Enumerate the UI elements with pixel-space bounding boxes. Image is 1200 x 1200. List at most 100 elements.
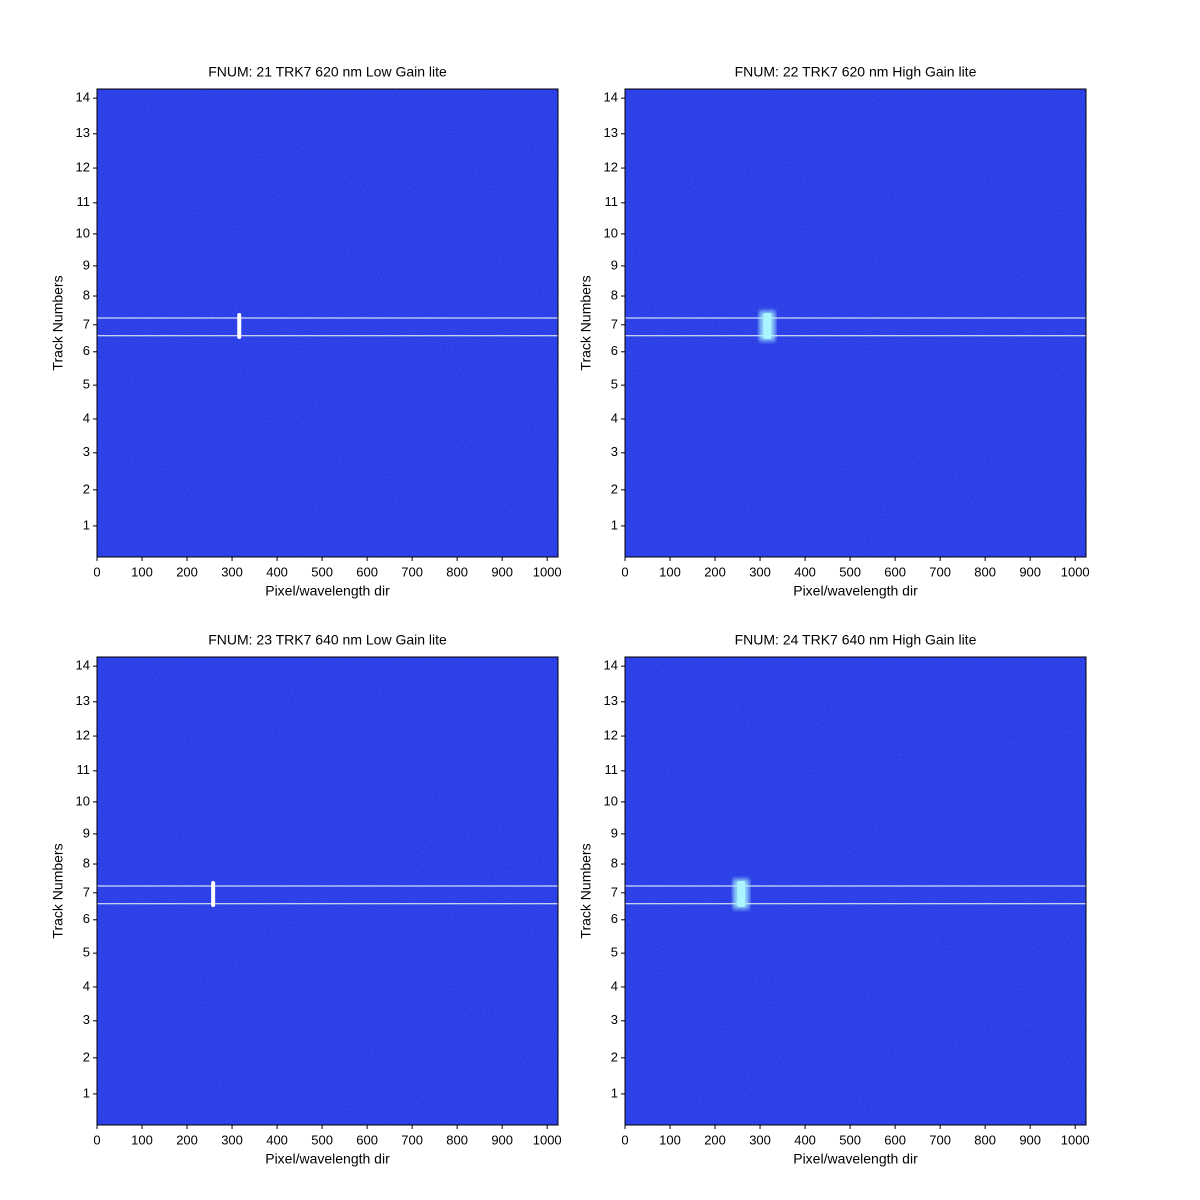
y-tick-label: 11 — [77, 762, 91, 777]
y-tick-label: 13 — [604, 125, 618, 140]
x-tick-label: 800 — [446, 564, 468, 579]
x-tick-label: 400 — [794, 564, 816, 579]
x-tick-label: 200 — [704, 564, 726, 579]
x-tick-label: 400 — [266, 1132, 288, 1147]
y-tick-label: 11 — [605, 762, 619, 777]
y-tick-label: 6 — [83, 911, 90, 926]
y-tick-label: 3 — [611, 444, 618, 459]
x-tick-label: 100 — [131, 564, 153, 579]
spot — [237, 312, 242, 339]
y-tick-label: 3 — [611, 1012, 618, 1027]
y-tick-label: 6 — [83, 343, 90, 358]
x-axis-label: Pixel/wavelength dir — [265, 583, 390, 599]
y-tick-label: 7 — [83, 316, 90, 331]
x-tick-label: 400 — [266, 564, 288, 579]
x-tick-label: 800 — [974, 1132, 996, 1147]
x-axis-label: Pixel/wavelength dir — [265, 1151, 390, 1167]
x-tick-label: 800 — [974, 564, 996, 579]
x-tick-label: 300 — [749, 1132, 771, 1147]
y-tick-label: 8 — [611, 287, 618, 302]
x-tick-label: 300 — [221, 564, 243, 579]
y-tick-label: 6 — [611, 343, 618, 358]
panel-title: FNUM: 23 TRK7 640 nm Low Gain lite — [208, 632, 447, 648]
y-axis-label: Track Numbers — [578, 843, 594, 938]
y-tick-label: 8 — [83, 287, 90, 302]
x-tick-label: 600 — [884, 564, 906, 579]
x-tick-label: 700 — [929, 1132, 951, 1147]
panel-title: FNUM: 22 TRK7 620 nm High Gain lite — [735, 64, 977, 80]
spot — [211, 880, 216, 907]
y-axis-label: Track Numbers — [50, 843, 66, 938]
y-tick-label: 12 — [604, 728, 618, 743]
y-tick-label: 5 — [611, 377, 618, 392]
x-tick-label: 1000 — [1061, 564, 1090, 579]
y-tick-label: 3 — [83, 1012, 90, 1027]
y-tick-label: 11 — [77, 194, 91, 209]
y-tick-label: 1 — [83, 1085, 90, 1100]
y-tick-label: 1 — [83, 517, 90, 532]
x-tick-label: 600 — [884, 1132, 906, 1147]
x-tick-label: 700 — [929, 564, 951, 579]
x-tick-label: 500 — [839, 1132, 861, 1147]
x-tick-label: 500 — [311, 1132, 333, 1147]
x-axis-label: Pixel/wavelength dir — [793, 583, 918, 599]
panel-title: FNUM: 24 TRK7 640 nm High Gain lite — [735, 632, 977, 648]
x-tick-label: 900 — [1019, 564, 1041, 579]
y-tick-label: 13 — [76, 125, 90, 140]
x-axis-label: Pixel/wavelength dir — [793, 1151, 918, 1167]
x-tick-label: 1000 — [1061, 1132, 1090, 1147]
y-tick-label: 13 — [76, 693, 90, 708]
panel-title: FNUM: 21 TRK7 620 nm Low Gain lite — [208, 64, 447, 80]
y-axis-label: Track Numbers — [578, 275, 594, 370]
x-tick-label: 100 — [131, 1132, 153, 1147]
image-noise — [625, 89, 1086, 557]
y-tick-label: 4 — [83, 978, 90, 993]
y-tick-label: 8 — [611, 855, 618, 870]
y-tick-label: 8 — [83, 855, 90, 870]
x-tick-label: 0 — [93, 564, 100, 579]
axes-frame — [624, 88, 1087, 558]
y-tick-label: 7 — [611, 316, 618, 331]
y-tick-label: 14 — [76, 90, 90, 105]
y-tick-label: 9 — [83, 257, 90, 272]
y-tick-label: 14 — [76, 658, 90, 673]
x-tick-label: 100 — [659, 1132, 681, 1147]
y-tick-label: 2 — [83, 1049, 90, 1064]
y-tick-label: 10 — [604, 793, 618, 808]
axes-frame — [624, 656, 1087, 1126]
y-tick-label: 9 — [611, 257, 618, 272]
y-tick-label: 6 — [611, 911, 618, 926]
y-tick-label: 9 — [611, 825, 618, 840]
x-tick-label: 700 — [401, 564, 423, 579]
panel: FNUM: 22 TRK7 620 nm High Gain lite 0 100 2… — [578, 64, 1090, 599]
x-tick-label: 900 — [491, 564, 513, 579]
x-tick-label: 200 — [176, 564, 198, 579]
x-tick-label: 200 — [176, 1132, 198, 1147]
y-tick-label: 12 — [604, 160, 618, 175]
y-tick-label: 4 — [83, 410, 90, 425]
y-tick-label: 7 — [83, 884, 90, 899]
y-tick-label: 10 — [76, 225, 90, 240]
y-tick-label: 3 — [83, 444, 90, 459]
y-tick-label: 9 — [83, 825, 90, 840]
x-tick-label: 300 — [221, 1132, 243, 1147]
y-tick-label: 2 — [611, 1049, 618, 1064]
image-noise — [97, 89, 558, 557]
y-tick-label: 10 — [604, 225, 618, 240]
axes-frame — [96, 656, 559, 1126]
y-tick-label: 4 — [611, 410, 618, 425]
x-tick-label: 0 — [93, 1132, 100, 1147]
y-tick-label: 14 — [604, 658, 618, 673]
y-tick-label: 12 — [76, 728, 90, 743]
y-tick-label: 2 — [83, 481, 90, 496]
panel: FNUM: 21 TRK7 620 nm Low Gain lite 0 100 20… — [50, 64, 562, 599]
y-tick-label: 5 — [83, 377, 90, 392]
panel: FNUM: 24 TRK7 640 nm High Gain lite 0 100 2… — [578, 632, 1090, 1167]
x-tick-label: 100 — [659, 564, 681, 579]
y-tick-label: 10 — [76, 793, 90, 808]
x-tick-label: 600 — [356, 1132, 378, 1147]
y-tick-label: 5 — [611, 945, 618, 960]
y-tick-label: 1 — [611, 517, 618, 532]
y-tick-label: 5 — [83, 945, 90, 960]
image-noise — [97, 657, 558, 1125]
